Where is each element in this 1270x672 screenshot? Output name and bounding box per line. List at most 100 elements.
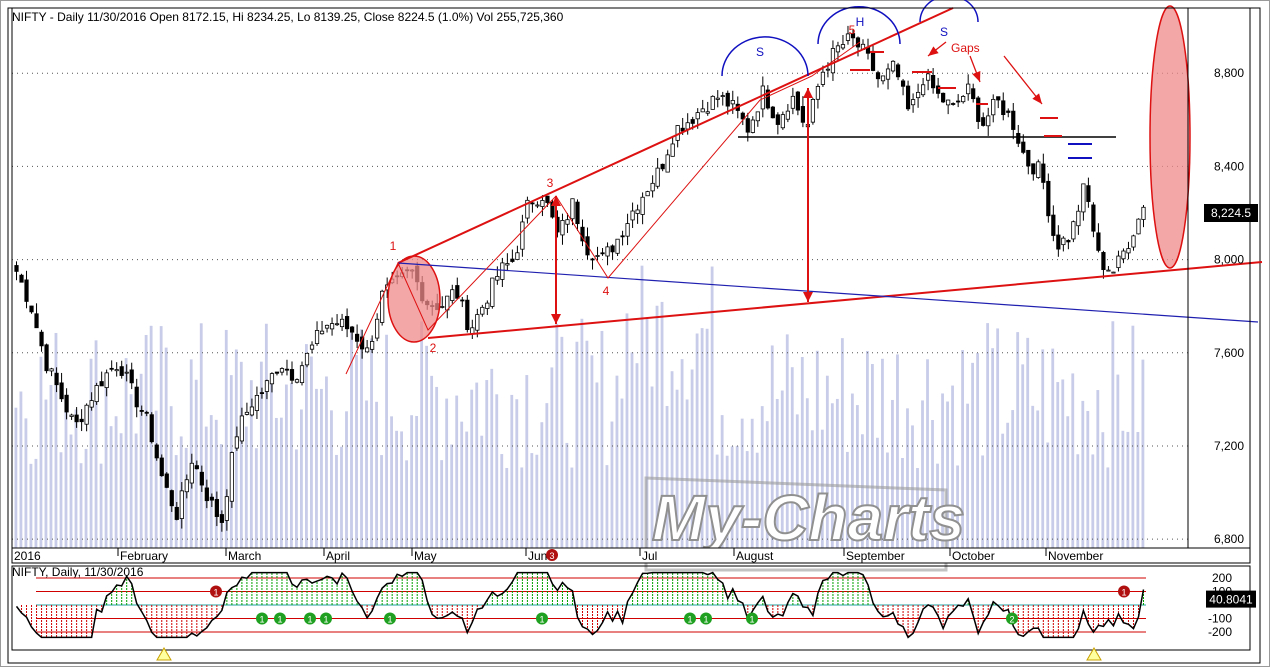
candle-up xyxy=(339,318,345,328)
indicator-signal-badge xyxy=(746,612,758,625)
volume-bar xyxy=(565,442,569,548)
candle-up xyxy=(785,110,790,120)
candle-up xyxy=(84,404,89,425)
candle-down xyxy=(976,97,981,122)
candle-down xyxy=(770,106,775,119)
volume-bar xyxy=(956,465,959,548)
candle-up xyxy=(1131,235,1136,248)
volume-bar xyxy=(495,394,499,548)
volume-bar xyxy=(224,329,228,548)
indicator-signal-label: 1 xyxy=(213,588,218,598)
volume-bar xyxy=(310,356,313,548)
volume-bar xyxy=(355,354,358,548)
candle-up xyxy=(1126,248,1131,254)
candle-up xyxy=(89,400,94,408)
candle-up xyxy=(605,246,610,257)
indicator-frame xyxy=(11,565,1251,651)
candle-down xyxy=(34,313,39,329)
candle-down xyxy=(775,114,780,125)
candle-up xyxy=(490,277,495,307)
candle-down xyxy=(971,88,976,100)
candle-up xyxy=(655,167,660,187)
shoulder-arc xyxy=(817,6,901,45)
candle-down xyxy=(204,487,209,502)
month-label: October xyxy=(952,549,995,563)
volume-bar xyxy=(855,405,859,548)
watermark-logo: My-Charts xyxy=(644,476,966,572)
candle-down xyxy=(199,471,204,486)
volume-bar xyxy=(360,329,363,548)
shoulder-arc xyxy=(721,36,809,77)
volume-bar xyxy=(600,330,604,548)
gaps-label: Gaps xyxy=(951,41,980,55)
volume-bar xyxy=(54,332,58,548)
volume-bar xyxy=(294,449,298,548)
volume-bar xyxy=(936,463,939,548)
volume-bar xyxy=(1001,433,1005,548)
volume-bar xyxy=(264,323,268,548)
month-label: Jul xyxy=(642,549,657,563)
last-price-label: 8,224.5 xyxy=(1211,206,1251,220)
candle-down xyxy=(530,202,535,205)
candle-up xyxy=(224,496,229,521)
volume-bar xyxy=(289,382,293,548)
candle-down xyxy=(1001,100,1006,116)
volume-bar xyxy=(239,361,243,548)
candle-up xyxy=(695,112,700,120)
candle-down xyxy=(59,382,64,400)
volume-bar xyxy=(14,407,18,548)
candle-up xyxy=(1121,250,1126,260)
candle-down xyxy=(870,50,876,71)
candle-up xyxy=(380,290,385,323)
candle-down xyxy=(590,258,595,261)
candle-down xyxy=(465,299,470,331)
candle-up xyxy=(375,318,380,339)
watermark-text: My-Charts xyxy=(652,482,965,554)
volume-bar xyxy=(871,364,874,548)
candle-up xyxy=(710,95,715,110)
volume-bar xyxy=(700,328,704,548)
volume-bar xyxy=(1106,467,1110,548)
candle-down xyxy=(620,235,625,238)
month-label: November xyxy=(1048,549,1103,563)
volume-bar xyxy=(1091,454,1095,548)
candle-up xyxy=(49,368,54,372)
candle-down xyxy=(660,163,665,170)
volume-bar xyxy=(1141,359,1145,548)
volume-bar xyxy=(1076,454,1080,548)
candle-down xyxy=(951,103,956,105)
volume-bar xyxy=(765,421,769,548)
candle-up xyxy=(750,119,755,133)
candle-up xyxy=(254,394,260,411)
volume-bar xyxy=(650,386,654,548)
volume-bar xyxy=(665,405,669,548)
candle-down xyxy=(1041,163,1046,183)
signal-triangle xyxy=(1086,647,1102,661)
candle-down xyxy=(455,285,460,299)
candle-up xyxy=(640,196,645,215)
volume-bar xyxy=(886,452,889,548)
volume-bar xyxy=(845,451,849,548)
volume-bar xyxy=(1036,410,1040,548)
gap-arrow-head xyxy=(1032,93,1042,104)
volume-bar xyxy=(305,344,308,548)
volume-bar xyxy=(219,444,223,548)
volume-bar xyxy=(660,301,664,548)
candle-down xyxy=(575,201,580,225)
volume-bar xyxy=(59,452,63,548)
volume-bar xyxy=(325,376,328,548)
candle-up xyxy=(815,86,821,100)
candle-up xyxy=(685,122,690,130)
blue-trendline xyxy=(397,262,1259,323)
volume-bar xyxy=(800,357,804,548)
candle-up xyxy=(309,344,315,350)
chart-title: NIFTY - Daily 11/30/2016 Open 8172.15, H… xyxy=(12,10,564,24)
candle-up xyxy=(365,347,370,353)
volume-bar xyxy=(199,323,203,548)
candle-down xyxy=(550,201,555,218)
volume-bar xyxy=(420,321,424,548)
volume-bar xyxy=(1081,400,1085,548)
volume-bar xyxy=(84,448,88,548)
last-price-tag xyxy=(1204,204,1258,222)
